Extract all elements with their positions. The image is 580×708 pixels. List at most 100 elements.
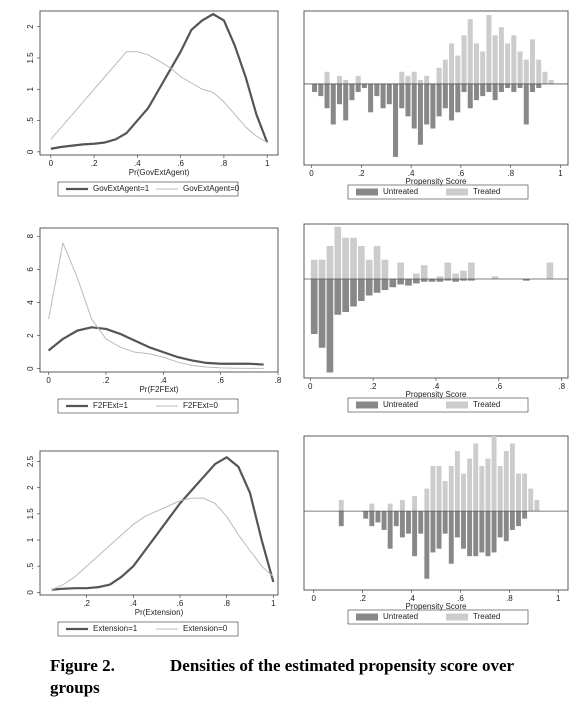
x-tick-label: .2	[370, 382, 377, 391]
legend-label: Extension=0	[183, 624, 228, 633]
histogram-bar	[503, 451, 509, 512]
y-tick-label: 2.5	[26, 455, 35, 467]
histogram-bar	[468, 279, 475, 281]
histogram-bar	[468, 262, 475, 279]
y-tick-label: 2	[26, 24, 35, 29]
x-tick-label: .6	[177, 599, 184, 608]
histogram-bar	[498, 27, 504, 84]
y-tick-label: 0	[26, 149, 35, 154]
histogram-bar	[375, 511, 381, 523]
histogram-bar	[430, 83, 436, 129]
legend-label: GovExtAgent=0	[183, 184, 240, 193]
histogram-bar	[523, 83, 529, 125]
legend-swatch	[446, 188, 468, 196]
density-line	[47, 326, 264, 366]
histogram-bar	[534, 499, 540, 512]
histogram-bar	[448, 466, 454, 512]
histogram-bar	[310, 279, 318, 334]
histogram-bar	[436, 83, 442, 117]
legend-box	[57, 398, 239, 414]
histogram-bar	[509, 511, 515, 530]
histogram-bar	[412, 511, 418, 557]
legend-box	[347, 397, 529, 413]
histogram-bar	[467, 83, 473, 109]
histogram-bar	[467, 19, 473, 84]
histogram-bar	[393, 83, 399, 157]
histogram-bar	[480, 83, 486, 97]
y-tick-label: 1.5	[26, 52, 35, 64]
legend-box	[347, 609, 529, 625]
histogram-bar	[436, 466, 442, 512]
caption: Figure 2. Densities of the estimated prop…	[50, 655, 550, 699]
histogram-bar	[473, 511, 479, 557]
histogram-bar	[497, 466, 503, 512]
histogram-bar	[473, 83, 479, 101]
histogram-bar	[365, 259, 373, 279]
histogram-bar	[444, 279, 452, 281]
plot-frame	[39, 10, 279, 156]
x-tick-label: .4	[160, 376, 167, 385]
histogram-bar	[369, 503, 375, 512]
histogram-bar	[479, 466, 485, 512]
histogram-bar	[461, 511, 466, 549]
histogram-bar	[492, 35, 498, 84]
histogram-bar	[350, 279, 357, 307]
x-tick-label: .8	[506, 594, 513, 603]
x-tick-label: .8	[507, 169, 514, 178]
histogram-bar	[312, 83, 318, 93]
histogram-bar	[413, 279, 420, 284]
legend-box	[57, 181, 239, 197]
histogram-bar	[517, 83, 523, 88]
histogram-bar	[436, 279, 444, 282]
histogram-bar	[492, 83, 498, 101]
histogram-bar	[350, 237, 357, 279]
histogram-bar	[310, 259, 318, 279]
x-tick-label: .8	[275, 376, 282, 385]
histogram-bar	[529, 39, 536, 84]
histogram-bar	[424, 83, 430, 125]
y-tick-label: 2	[26, 333, 35, 338]
legend-label: Treated	[473, 400, 500, 409]
histogram-bar	[397, 279, 404, 285]
histogram-bar	[424, 511, 430, 579]
histogram-bar	[386, 83, 392, 105]
histogram-bar	[498, 83, 504, 93]
histogram-bar	[522, 511, 528, 519]
x-tick-label: .8	[558, 382, 565, 391]
histogram-bar	[436, 67, 442, 84]
histogram-bar	[503, 511, 509, 542]
histogram-bar	[485, 511, 491, 557]
legend-swatch	[356, 401, 378, 409]
density-line	[50, 13, 269, 150]
histogram-bar	[365, 279, 373, 296]
histogram-bar	[449, 83, 455, 121]
histogram-bar	[393, 511, 399, 527]
x-tick-label: .2	[91, 159, 98, 168]
x-tick-label: .2	[103, 376, 110, 385]
histogram-bar	[368, 83, 374, 113]
histogram-bar	[342, 279, 349, 312]
histogram-bar	[430, 511, 436, 553]
histogram-bar	[546, 262, 554, 279]
y-tick-label: 0	[26, 366, 35, 371]
histogram-bar	[363, 511, 369, 519]
x-tick-label: .4	[433, 382, 440, 391]
x-tick-label: .6	[217, 376, 224, 385]
x-tick-label: 0	[312, 594, 317, 603]
legend-label: GovExtAgent=1	[93, 184, 150, 193]
histogram-bar	[442, 511, 448, 534]
histogram-bar	[497, 511, 503, 538]
histogram-bar	[418, 511, 424, 534]
legend-box	[57, 621, 239, 637]
x-tick-label: 1	[556, 594, 561, 603]
histogram-bar	[442, 59, 448, 84]
y-tick-label: 4	[26, 300, 35, 305]
y-tick-label: 1	[26, 86, 35, 91]
density-chart: .2 .4 .6 .8 1 Pr(Extension) 0 .5 1 1.5 2 2.5 Extensi…	[26, 450, 279, 637]
histogram-bar	[511, 35, 517, 84]
histogram-bar	[436, 276, 444, 279]
histogram-bar	[334, 226, 342, 279]
x-tick-label: 1	[558, 169, 563, 178]
histogram-bar	[399, 499, 405, 512]
